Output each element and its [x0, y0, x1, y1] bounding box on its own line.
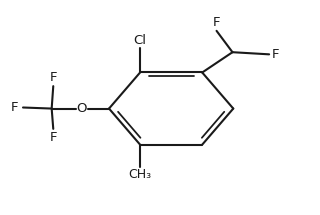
Text: Cl: Cl: [133, 34, 147, 47]
Text: F: F: [11, 101, 18, 114]
Text: F: F: [213, 16, 220, 29]
Text: F: F: [272, 48, 279, 61]
Text: F: F: [50, 71, 57, 84]
Text: F: F: [50, 131, 57, 144]
Text: CH₃: CH₃: [129, 168, 152, 181]
Text: O: O: [77, 102, 87, 115]
